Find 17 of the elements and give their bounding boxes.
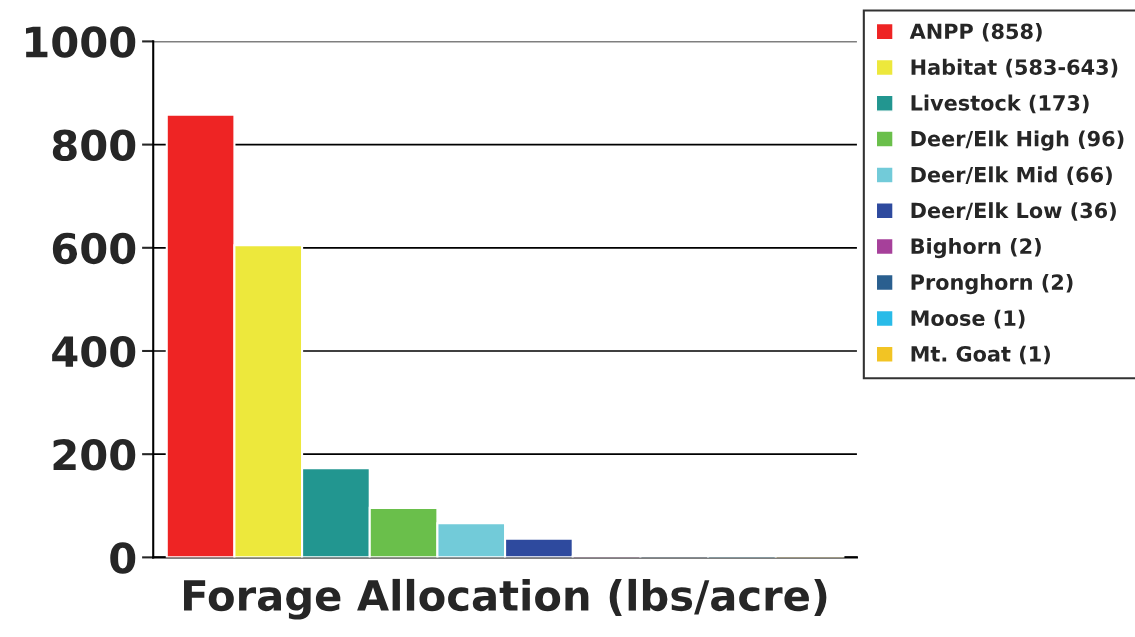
legend-label: Mt. Goat (1): [911, 345, 1050, 365]
legend-label: Deer/Elk High (96): [911, 130, 1124, 151]
legend-label: Bighorn (2): [911, 237, 1041, 259]
legend-label: Livestock (173): [911, 94, 1089, 114]
y-tick-label: 200: [53, 439, 136, 471]
legend-label: Habitat (583-643): [911, 58, 1118, 78]
y-tick-label: 1000: [25, 26, 136, 58]
legend-label: Moose (1): [911, 309, 1025, 329]
y-tick-label: 600: [52, 232, 136, 265]
y-tick-label: 400: [52, 335, 136, 368]
x-axis-title: Forage Allocation (lbs/acre): [184, 578, 827, 620]
legend-label: ANPP (858): [909, 23, 1042, 42]
y-tick-label: 0: [110, 542, 136, 574]
legend-label: Deer/Elk Mid (66): [911, 166, 1112, 185]
legend-label: Deer/Elk Low (36): [911, 202, 1116, 221]
y-tick-label: 800: [52, 129, 136, 162]
legend-label: Pronghorn (2): [911, 273, 1073, 295]
